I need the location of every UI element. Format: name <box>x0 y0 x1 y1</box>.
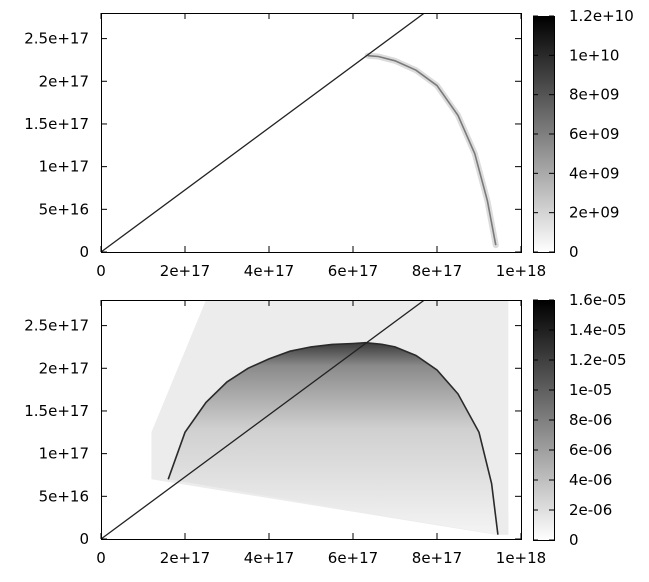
x-tick-label: 8e+17 <box>412 262 462 280</box>
colorbar-top: 0 2e+09 4e+09 6e+09 8e+09 1e+10 1.2e+10 <box>533 7 634 261</box>
y-tick-label: 5e+16 <box>39 200 89 218</box>
diagonal-line <box>101 300 425 539</box>
plot-clip <box>101 13 499 252</box>
y-tick-label: 5e+16 <box>39 487 89 505</box>
x-tick-label: 0 <box>96 549 106 567</box>
y-tick-label: 2.5e+17 <box>24 30 89 48</box>
colorbar-tick-label: 6e-06 <box>569 441 612 459</box>
x-tick-label: 4e+17 <box>244 549 294 567</box>
x-tick-label: 4e+17 <box>244 262 294 280</box>
arc-edge <box>367 54 497 246</box>
colorbar-tick-label: 1.4e-05 <box>569 321 627 339</box>
colorbar-tick-label: 4e+09 <box>569 164 619 182</box>
y-tick-label: 2e+17 <box>39 359 89 377</box>
y-tick-label: 1.5e+17 <box>24 402 89 420</box>
colorbar-tick-label: 1.6e-05 <box>569 291 627 309</box>
plot-area-bottom <box>101 300 509 539</box>
x-tick-label: 2e+17 <box>160 262 210 280</box>
colorbar-tick-label: 8e+09 <box>569 86 619 104</box>
colorbar-tick-label: 1.2e+10 <box>569 7 634 25</box>
diagonal-line <box>101 13 425 252</box>
colorbar-tick-label: 1e-05 <box>569 381 612 399</box>
x-tick-label: 0 <box>96 262 106 280</box>
heatmap-panel-bottom: 0 2e+17 4e+17 6e+17 8e+17 1e+18 0 5e+16 1e+17 1.5… <box>24 291 626 567</box>
y-tick-label: 1e+17 <box>39 158 89 176</box>
x-tick-label: 1e+18 <box>496 262 546 280</box>
colorbar-tick-label: 8e-06 <box>569 411 612 429</box>
y-tick-label: 2.5e+17 <box>24 317 89 335</box>
x-tick-label: 8e+17 <box>412 549 462 567</box>
heatmap-panel-top: 0 2e+17 4e+17 6e+17 8e+17 1e+18 0 5e+16 1e+17 1.5… <box>24 7 634 280</box>
axes-top: 0 2e+17 4e+17 6e+17 8e+17 1e+18 0 5e+16 1e+17 1.5… <box>24 13 546 280</box>
colorbar-tick-label: 0 <box>569 531 579 549</box>
axes-bottom: 0 2e+17 4e+17 6e+17 8e+17 1e+18 0 5e+16 1e+17 1.5… <box>24 300 546 567</box>
x-tick-label: 2e+17 <box>160 549 210 567</box>
colorbar-tick-label: 4e-06 <box>569 471 612 489</box>
x-tick-label: 6e+17 <box>328 549 378 567</box>
arc-glow <box>364 52 499 249</box>
y-tick-label: 1e+17 <box>39 445 89 463</box>
y-tick-label: 0 <box>79 243 89 261</box>
y-tick-label: 0 <box>79 530 89 548</box>
y-tick-label: 2e+17 <box>39 72 89 90</box>
x-tick-label: 1e+18 <box>496 549 546 567</box>
colorbar-tick-label: 1e+10 <box>569 46 619 64</box>
colorbar-tick-label: 2e+09 <box>569 204 619 222</box>
colorbar-tick-label: 6e+09 <box>569 125 619 143</box>
dome-edge <box>167 341 499 535</box>
colorbar-tick-label: 1.2e-05 <box>569 351 627 369</box>
dome-field-region <box>168 342 498 535</box>
plot-clip <box>101 300 509 539</box>
colorbar-tick-label: 0 <box>569 243 579 261</box>
plot-frame <box>101 300 522 540</box>
plot-area-top <box>101 13 499 252</box>
y-tick-label: 1.5e+17 <box>24 115 89 133</box>
plot-frame <box>101 13 522 253</box>
colorbar-tick-label: 2e-06 <box>569 501 612 519</box>
x-tick-label: 6e+17 <box>328 262 378 280</box>
colorbar-bottom: 0 2e-06 4e-06 6e-06 8e-06 1e-05 1.2e-05 1.4e-05… <box>533 291 627 549</box>
